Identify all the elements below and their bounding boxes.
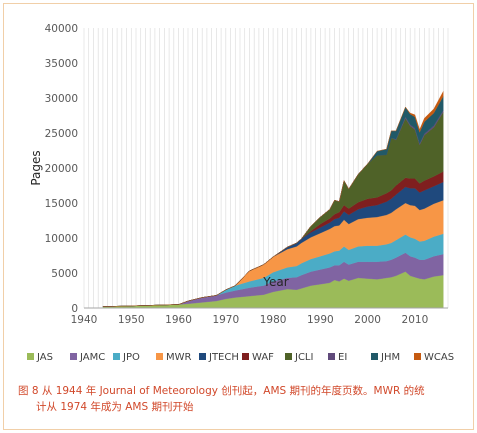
legend-label: MWR [166, 352, 192, 363]
legend-label: JAMC [79, 352, 105, 363]
legend-swatch [328, 353, 335, 360]
legend-swatch [371, 353, 378, 360]
y-tick-label: 20000 [45, 163, 78, 175]
legend-label: JHM [380, 352, 400, 363]
x-tick-label: 1970 [212, 314, 239, 326]
y-axis-title: Pages [29, 150, 43, 185]
y-tick-label: 40000 [45, 23, 78, 35]
x-tick-label: 1940 [71, 314, 98, 326]
y-tick-label: 25000 [45, 128, 78, 140]
x-tick-label: 1960 [165, 314, 192, 326]
y-tick-label: 0 [71, 303, 78, 315]
x-tick-label: 2010 [402, 314, 429, 326]
legend-swatch [199, 353, 206, 360]
chart-axes: 0 5000 10000 15000 20000 25000 30000 35000 40000… [45, 23, 448, 326]
x-tick-label: 1980 [260, 314, 287, 326]
y-tick-label: 5000 [51, 268, 78, 280]
chart-areas [102, 91, 444, 309]
legend-label: JTECH [208, 352, 239, 363]
y-tick-label: 15000 [45, 198, 78, 210]
chart-legend: JAS JAMC JPO MWR JTECH WAF JCLI EI JHM WCAS [27, 352, 454, 363]
legend-label: JPO [122, 352, 140, 363]
legend-swatch [27, 353, 34, 360]
legend-swatch [414, 353, 421, 360]
x-axis-title: Year [262, 275, 288, 289]
figure-caption: 图 8 从 1944 年 Journal of Meteorology 创刊起，… [18, 383, 464, 415]
legend-swatch [156, 353, 163, 360]
legend-label: WCAS [424, 352, 454, 363]
legend-label: WAF [252, 352, 274, 363]
legend-label: EI [338, 352, 347, 363]
y-tick-label: 10000 [45, 233, 78, 245]
legend-swatch [285, 353, 292, 360]
x-tick-label: 1950 [118, 314, 145, 326]
legend-swatch [242, 353, 249, 360]
legend-swatch [113, 353, 120, 360]
x-tick-label: 1990 [307, 314, 334, 326]
caption-line-2: 计从 1974 年成为 AMS 期刊开始 [36, 401, 194, 413]
y-tick-label: 35000 [45, 58, 78, 70]
y-tick-label: 30000 [45, 93, 78, 105]
x-tick-label: 2000 [354, 314, 381, 326]
caption-line-1: 图 8 从 1944 年 Journal of Meteorology 创刊起，… [18, 385, 425, 397]
legend-label: JAS [36, 352, 53, 363]
legend-swatch [70, 353, 77, 360]
legend-label: JCLI [294, 352, 313, 363]
area-series-wcas [102, 91, 444, 307]
